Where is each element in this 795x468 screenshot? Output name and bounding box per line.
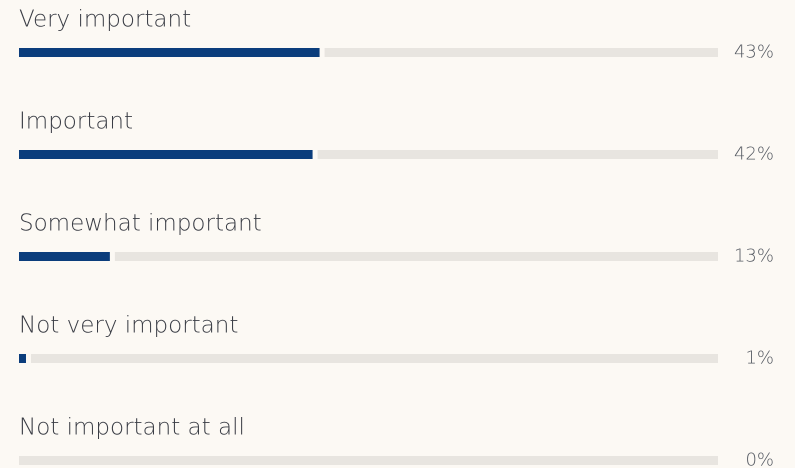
bar-track xyxy=(324,48,718,57)
bar-track xyxy=(30,354,719,363)
bar xyxy=(19,48,320,57)
category-label: Somewhat important xyxy=(19,211,262,237)
category-label: Not very important xyxy=(19,313,238,339)
category-label: Not important at all xyxy=(19,415,245,441)
bar-track xyxy=(114,252,719,261)
value-label: 0% xyxy=(745,450,774,468)
category-label: Important xyxy=(19,109,133,135)
bar xyxy=(19,150,313,159)
value-label: 42% xyxy=(734,144,774,165)
value-label: 43% xyxy=(734,42,774,63)
bar xyxy=(19,354,26,363)
bar xyxy=(19,252,110,261)
bar-track xyxy=(317,150,718,159)
value-label: 1% xyxy=(745,348,774,369)
bar-track xyxy=(19,456,718,465)
category-label: Very important xyxy=(19,7,191,33)
value-label: 13% xyxy=(734,246,774,267)
